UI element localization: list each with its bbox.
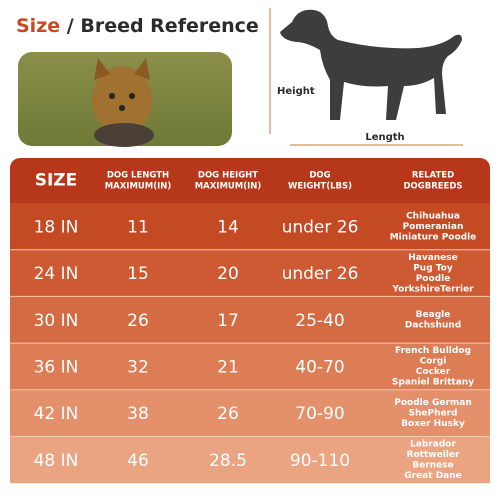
column-header: WEIGHT(LBS) [288,182,352,192]
breed-name: Pomeranian [403,222,464,232]
breed-name: Poodle [416,274,451,284]
column-header: DOG [309,171,330,181]
table-cell: 24 IN [34,264,79,284]
table-cell: 32 [127,357,149,377]
table-cell: 30 IN [34,311,79,331]
breed-name: Miniature Poodle [390,232,477,242]
title: Size / Breed Reference [16,15,259,37]
table-cell: 21 [217,357,239,377]
title-rest: / Breed Reference [67,15,259,37]
breed-name: Rottweiler [407,450,460,460]
column-header: RELATED [412,171,454,181]
table-cell: 11 [127,217,149,237]
table-cell: 14 [217,217,239,237]
breed-name: Cocker [416,367,451,377]
breed-name: Labrador [410,440,456,450]
table-cell: 90-110 [290,451,350,471]
table-cell: 18 IN [34,217,79,237]
table-cell: 40-70 [295,357,344,377]
table-row [10,436,490,484]
breed-name: Great Dane [404,471,462,481]
table-cell: 17 [217,311,239,331]
table-row [10,249,490,297]
column-header: DOG HEIGHT [198,171,258,181]
breed-name: Dachshund [405,321,461,331]
dog-silhouette [269,8,463,146]
table-cell: 42 IN [34,404,79,424]
table-row [10,203,490,250]
breed-name: Poodle German [394,398,472,408]
breed-name: ShePherd [409,409,458,419]
table-cell: 38 [127,404,149,424]
table-cell: 36 IN [34,357,79,377]
breed-name: Spaniel Brittany [392,378,474,388]
height-label: Height [277,86,315,97]
table-cell: 48 IN [34,451,79,471]
breed-name: Havanese [408,253,458,263]
breed-name: Beagle [416,310,451,320]
length-label: Length [365,132,404,143]
breed-name: YorkshireTerrier [391,284,474,294]
table-cell: 26 [217,404,239,424]
table-cell: 15 [127,264,149,284]
table-row [10,343,490,390]
column-header: DOG LENGTH [107,171,169,181]
table-cell: 26 [127,311,149,331]
table-row [10,296,490,344]
table-cell: under 26 [282,264,359,284]
breed-name: Boxer Husky [401,419,465,429]
title-accent: Size [16,15,60,37]
column-header: MAXIMUM(IN) [105,182,172,192]
header-row [10,158,490,213]
table-cell: 25-40 [295,311,344,331]
breed-name: Chihuahua [406,211,460,221]
breed-name: Bernese [412,461,453,471]
table-row [10,389,490,437]
table-cell: 70-90 [295,404,344,424]
column-header: DOGBREEDS [403,182,462,192]
table-cell: 46 [127,451,149,471]
breed-name: French Bulldog [395,346,471,356]
breed-name: Pug Toy [413,263,453,273]
table-cell: 28.5 [209,451,247,471]
column-header: SIZE [35,171,78,191]
table-cell: under 26 [282,217,359,237]
breed-name: Corgi [420,357,447,367]
table-cell: 20 [217,264,239,284]
dog-photo [18,52,232,147]
column-header: MAXIMUM(IN) [195,182,262,192]
